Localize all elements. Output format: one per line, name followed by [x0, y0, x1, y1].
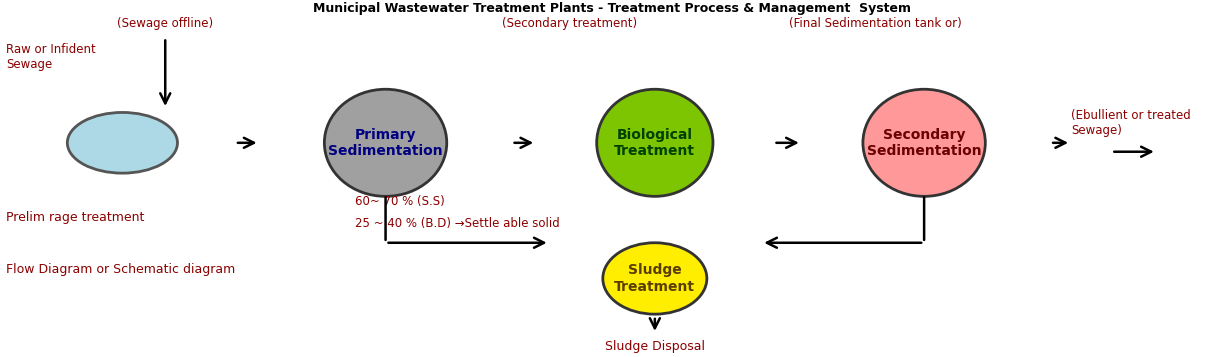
Text: Secondary
Sedimentation: Secondary Sedimentation: [867, 128, 982, 158]
Ellipse shape: [603, 243, 707, 314]
Text: Flow Diagram or Schematic diagram: Flow Diagram or Schematic diagram: [6, 263, 235, 276]
Text: 60~ 70 % (S.S): 60~ 70 % (S.S): [355, 195, 444, 208]
Ellipse shape: [67, 112, 177, 173]
Text: Municipal Wastewater Treatment Plants - Treatment Process & Management  System: Municipal Wastewater Treatment Plants - …: [313, 2, 911, 15]
Text: Sludge Disposal: Sludge Disposal: [605, 340, 705, 353]
Text: (Ebullient or treated
Sewage): (Ebullient or treated Sewage): [1071, 109, 1191, 137]
Text: Biological
Treatment: Biological Treatment: [614, 128, 695, 158]
Text: 25 ~ 40 % (B.D) →Settle able solid: 25 ~ 40 % (B.D) →Settle able solid: [355, 217, 559, 230]
Ellipse shape: [863, 89, 985, 196]
Text: Raw or Infident
Sewage: Raw or Infident Sewage: [6, 43, 95, 71]
Text: Sludge
Treatment: Sludge Treatment: [614, 263, 695, 293]
Text: Prelim rage treatment: Prelim rage treatment: [6, 211, 144, 224]
Ellipse shape: [324, 89, 447, 196]
Text: (Secondary treatment): (Secondary treatment): [502, 17, 636, 30]
Text: (Sewage offline): (Sewage offline): [118, 17, 213, 30]
Ellipse shape: [597, 89, 712, 196]
Text: (Final Sedimentation tank or): (Final Sedimentation tank or): [788, 17, 962, 30]
Text: Primary
Sedimentation: Primary Sedimentation: [328, 128, 443, 158]
